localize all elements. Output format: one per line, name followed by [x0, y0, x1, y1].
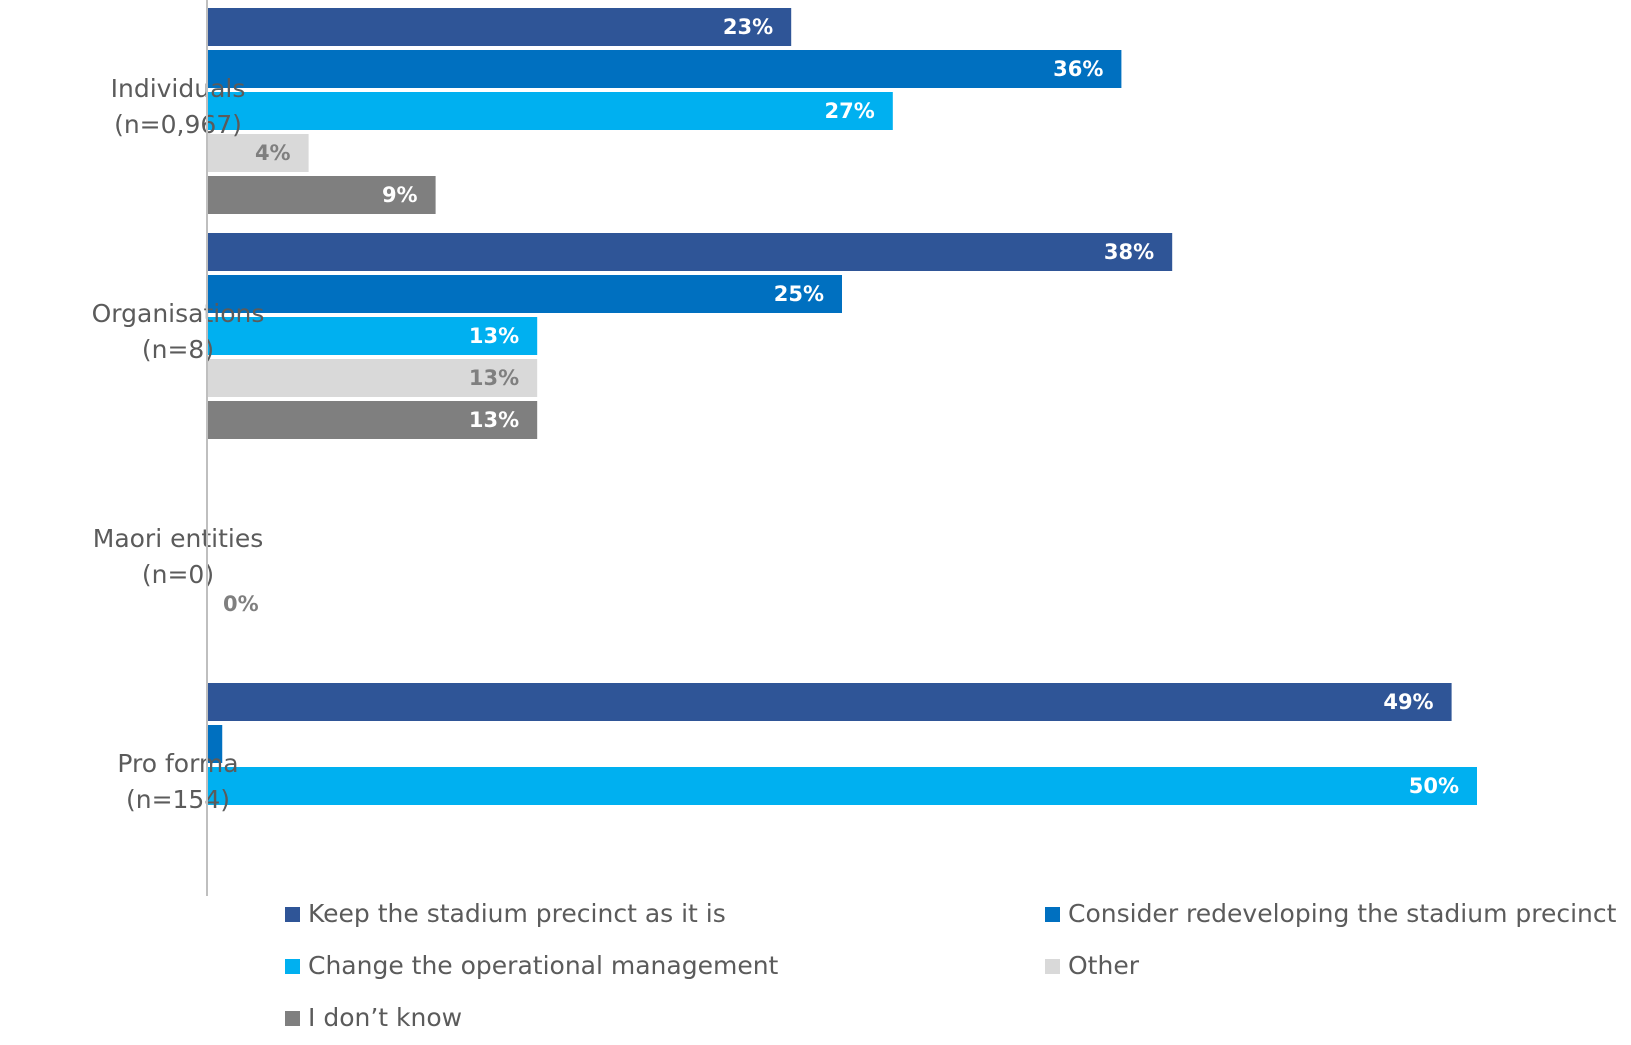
- bar-0-2: [207, 92, 893, 130]
- data-label-1-2: 13%: [469, 324, 519, 348]
- data-label-1-3: 13%: [469, 366, 519, 390]
- legend-swatch-3: [1045, 959, 1060, 974]
- legend: Keep the stadium precinct as it is Consid…: [285, 899, 1617, 1032]
- category-label-0-0: Individuals: [111, 74, 246, 103]
- legend-label-0: Keep the stadium precinct as it is: [308, 899, 726, 928]
- legend-label-1: Consider redeveloping the stadium precin…: [1068, 899, 1617, 928]
- bar-0-1: [207, 50, 1122, 88]
- bar-0-0: [207, 8, 792, 46]
- data-labels-layer: 23% 36% 27% 4% 9% 38% 25% 13% 13% 13% 0% 49% 50%: [223, 15, 1459, 798]
- legend-swatch-2: [285, 959, 300, 974]
- category-label-3-1: (n=154): [126, 785, 230, 814]
- bars-layer: [207, 8, 1477, 805]
- bar-1-2: [207, 317, 538, 355]
- bar-1-0: [207, 233, 1173, 271]
- bar-1-4: [207, 401, 538, 439]
- data-label-3-0: 49%: [1383, 690, 1433, 714]
- category-label-2-1: (n=0): [142, 560, 214, 589]
- category-label-3-0: Pro forma: [117, 749, 238, 778]
- legend-swatch-0: [285, 907, 300, 922]
- bar-3-2: [207, 767, 1477, 805]
- legend-swatch-1: [1045, 907, 1060, 922]
- data-label-0-1: 36%: [1053, 57, 1103, 81]
- category-label-2-0: Maori entities: [93, 524, 263, 553]
- category-label-1-1: (n=8): [142, 335, 214, 364]
- bar-3-0: [207, 683, 1452, 721]
- data-label-0-4: 9%: [382, 183, 418, 207]
- data-label-2-3: 0%: [223, 592, 259, 616]
- data-label-0-3: 4%: [255, 141, 291, 165]
- category-label-1-0: Organisations: [92, 299, 265, 328]
- legend-label-3: Other: [1068, 951, 1140, 980]
- bar-0-3: [207, 134, 309, 172]
- category-labels-layer: Individuals (n=0,967) Organisations (n=8) Ma…: [92, 74, 265, 814]
- data-label-3-2: 50%: [1409, 774, 1459, 798]
- data-label-1-0: 38%: [1104, 240, 1154, 264]
- data-label-0-2: 27%: [825, 99, 875, 123]
- data-label-0-0: 23%: [723, 15, 773, 39]
- bar-1-1: [207, 275, 842, 313]
- data-label-1-4: 13%: [469, 408, 519, 432]
- category-label-0-1: (n=0,967): [114, 110, 242, 139]
- legend-label-4: I don’t know: [308, 1003, 462, 1032]
- legend-label-2: Change the operational management: [308, 951, 779, 980]
- bar-3-1: [207, 725, 223, 763]
- legend-swatch-4: [285, 1011, 300, 1026]
- data-label-1-1: 25%: [774, 282, 824, 306]
- bar-1-3: [207, 359, 538, 397]
- bar-0-4: [207, 176, 436, 214]
